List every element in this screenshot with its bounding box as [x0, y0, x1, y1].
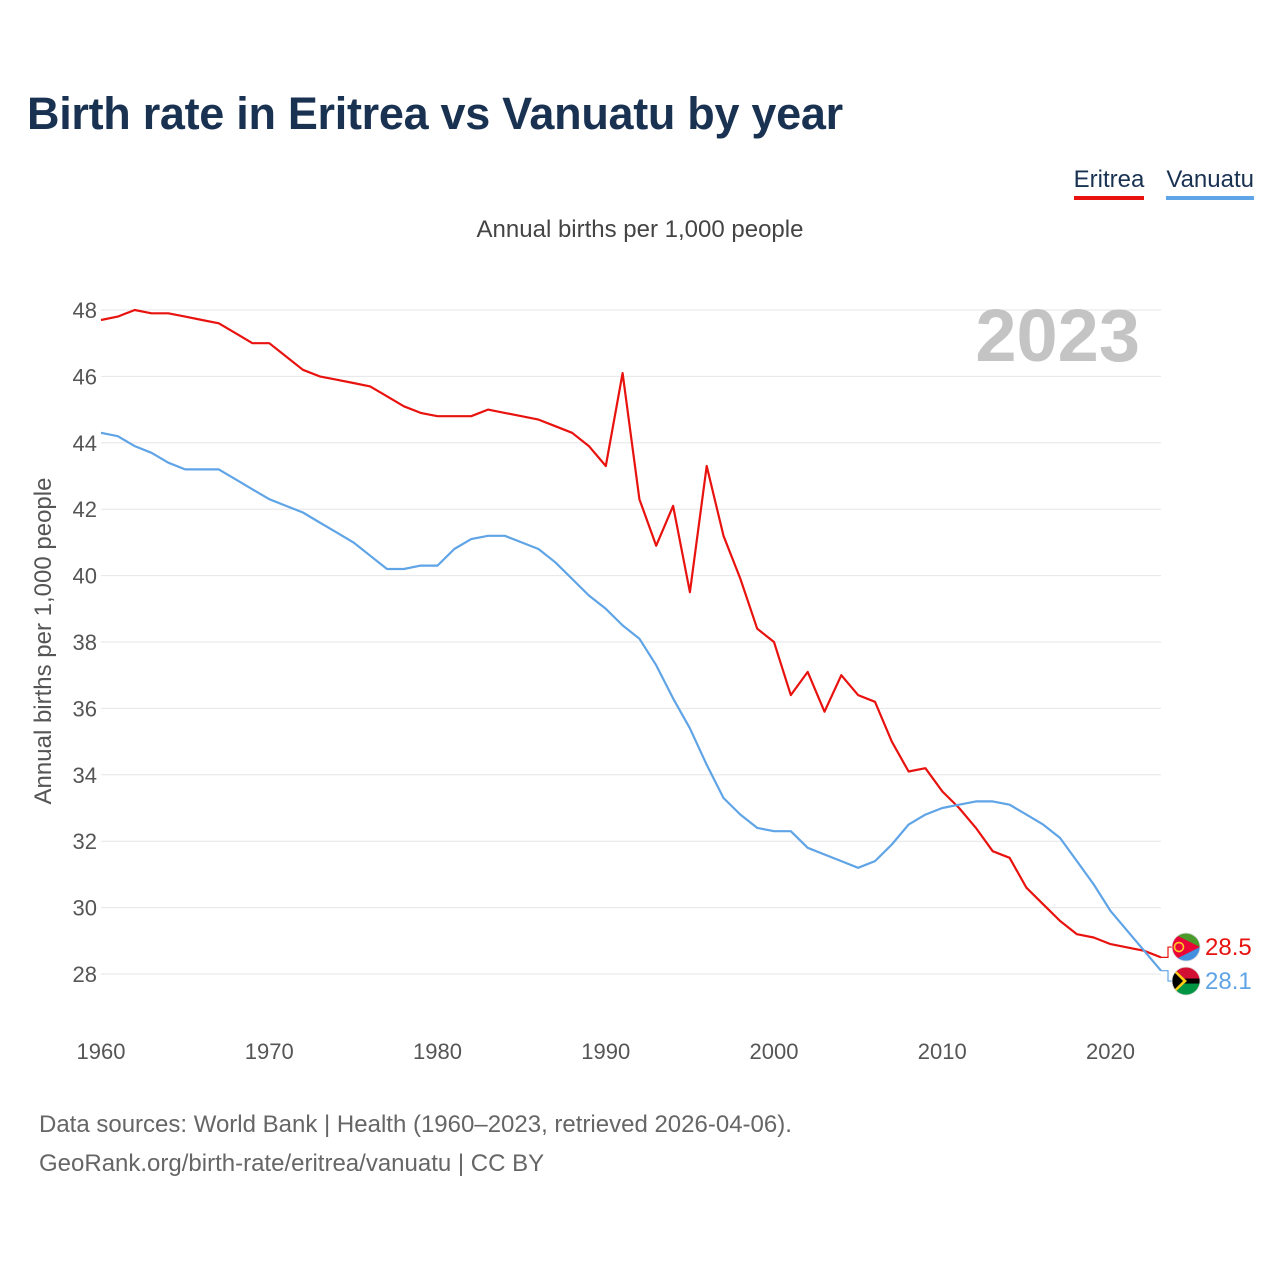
end-connector-eritrea — [1161, 946, 1172, 959]
legend-item-eritrea[interactable]: Eritrea — [1073, 166, 1145, 200]
series-line-eritrea[interactable] — [100, 308, 1162, 959]
y-tick-label: 32 — [73, 829, 97, 854]
footer-source-link[interactable]: GeoRank.org/birth-rate/eritrea/vanuatu |… — [39, 1150, 545, 1177]
y-tick-label: 34 — [73, 763, 97, 788]
vanuatu-flag-icon — [1172, 967, 1200, 996]
year-watermark: 2023 — [975, 294, 1140, 377]
y-tick-label: 44 — [73, 431, 97, 456]
x-tick-label: 1980 — [413, 1039, 462, 1064]
y-tick-label: 38 — [73, 630, 97, 655]
series-line-vanuatu[interactable] — [100, 431, 1162, 972]
end-connector-vanuatu — [1161, 970, 1172, 982]
end-value-label-vanuatu: 28.1 — [1205, 968, 1252, 995]
y-axis-label: Annual births per 1,000 people — [30, 478, 57, 805]
y-tick-label: 48 — [73, 298, 97, 323]
x-tick-label: 2000 — [750, 1039, 799, 1064]
x-tick-label: 2010 — [918, 1039, 967, 1064]
x-tick-label: 1970 — [245, 1039, 294, 1064]
y-tick-label: 46 — [73, 364, 97, 389]
legend: Eritrea Vanuatu — [1073, 166, 1254, 200]
eritrea-flag-icon — [1172, 933, 1200, 962]
y-tick-label: 36 — [73, 696, 97, 721]
chart-subtitle: Annual births per 1,000 people — [476, 216, 804, 243]
y-tick-label: 40 — [73, 564, 97, 589]
x-tick-label: 1960 — [77, 1039, 126, 1064]
legend-item-vanuatu[interactable]: Vanuatu — [1166, 166, 1254, 200]
y-tick-label: 28 — [73, 962, 97, 987]
footer-sources: Data sources: World Bank | Health (1960–… — [39, 1111, 792, 1138]
chart-title: Birth rate in Eritrea vs Vanuatu by year — [27, 88, 843, 139]
footer: Data sources: World Bank | Health (1960–… — [39, 1105, 792, 1183]
x-tick-label: 2020 — [1086, 1039, 1135, 1064]
y-tick-label: 42 — [73, 497, 97, 522]
y-tick-label: 30 — [73, 896, 97, 921]
x-tick-label: 1990 — [581, 1039, 630, 1064]
end-value-label-eritrea: 28.5 — [1205, 934, 1252, 961]
